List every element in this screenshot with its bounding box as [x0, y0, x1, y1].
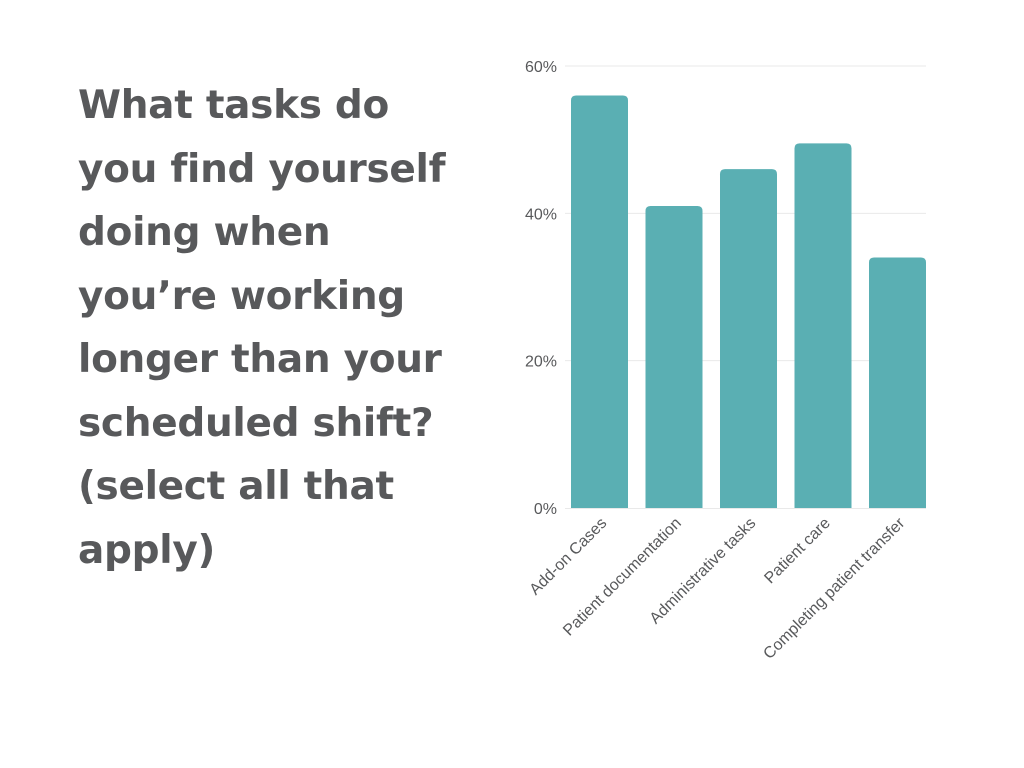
x-category-label: Add-on Cases [527, 515, 611, 599]
y-tick-label: 40% [525, 206, 557, 223]
x-category-label: Patient care [761, 515, 833, 587]
bar [720, 169, 777, 508]
y-tick-label: 60% [525, 59, 557, 76]
y-tick-label: 20% [525, 354, 557, 371]
question-heading: What tasks do you find yourself doing wh… [78, 83, 446, 573]
y-tick-label: 0% [534, 501, 557, 518]
x-category-label: Completing patient transfer [760, 514, 908, 662]
bar [794, 143, 852, 508]
bar [869, 257, 926, 508]
bar [645, 205, 703, 508]
bar [571, 95, 628, 508]
